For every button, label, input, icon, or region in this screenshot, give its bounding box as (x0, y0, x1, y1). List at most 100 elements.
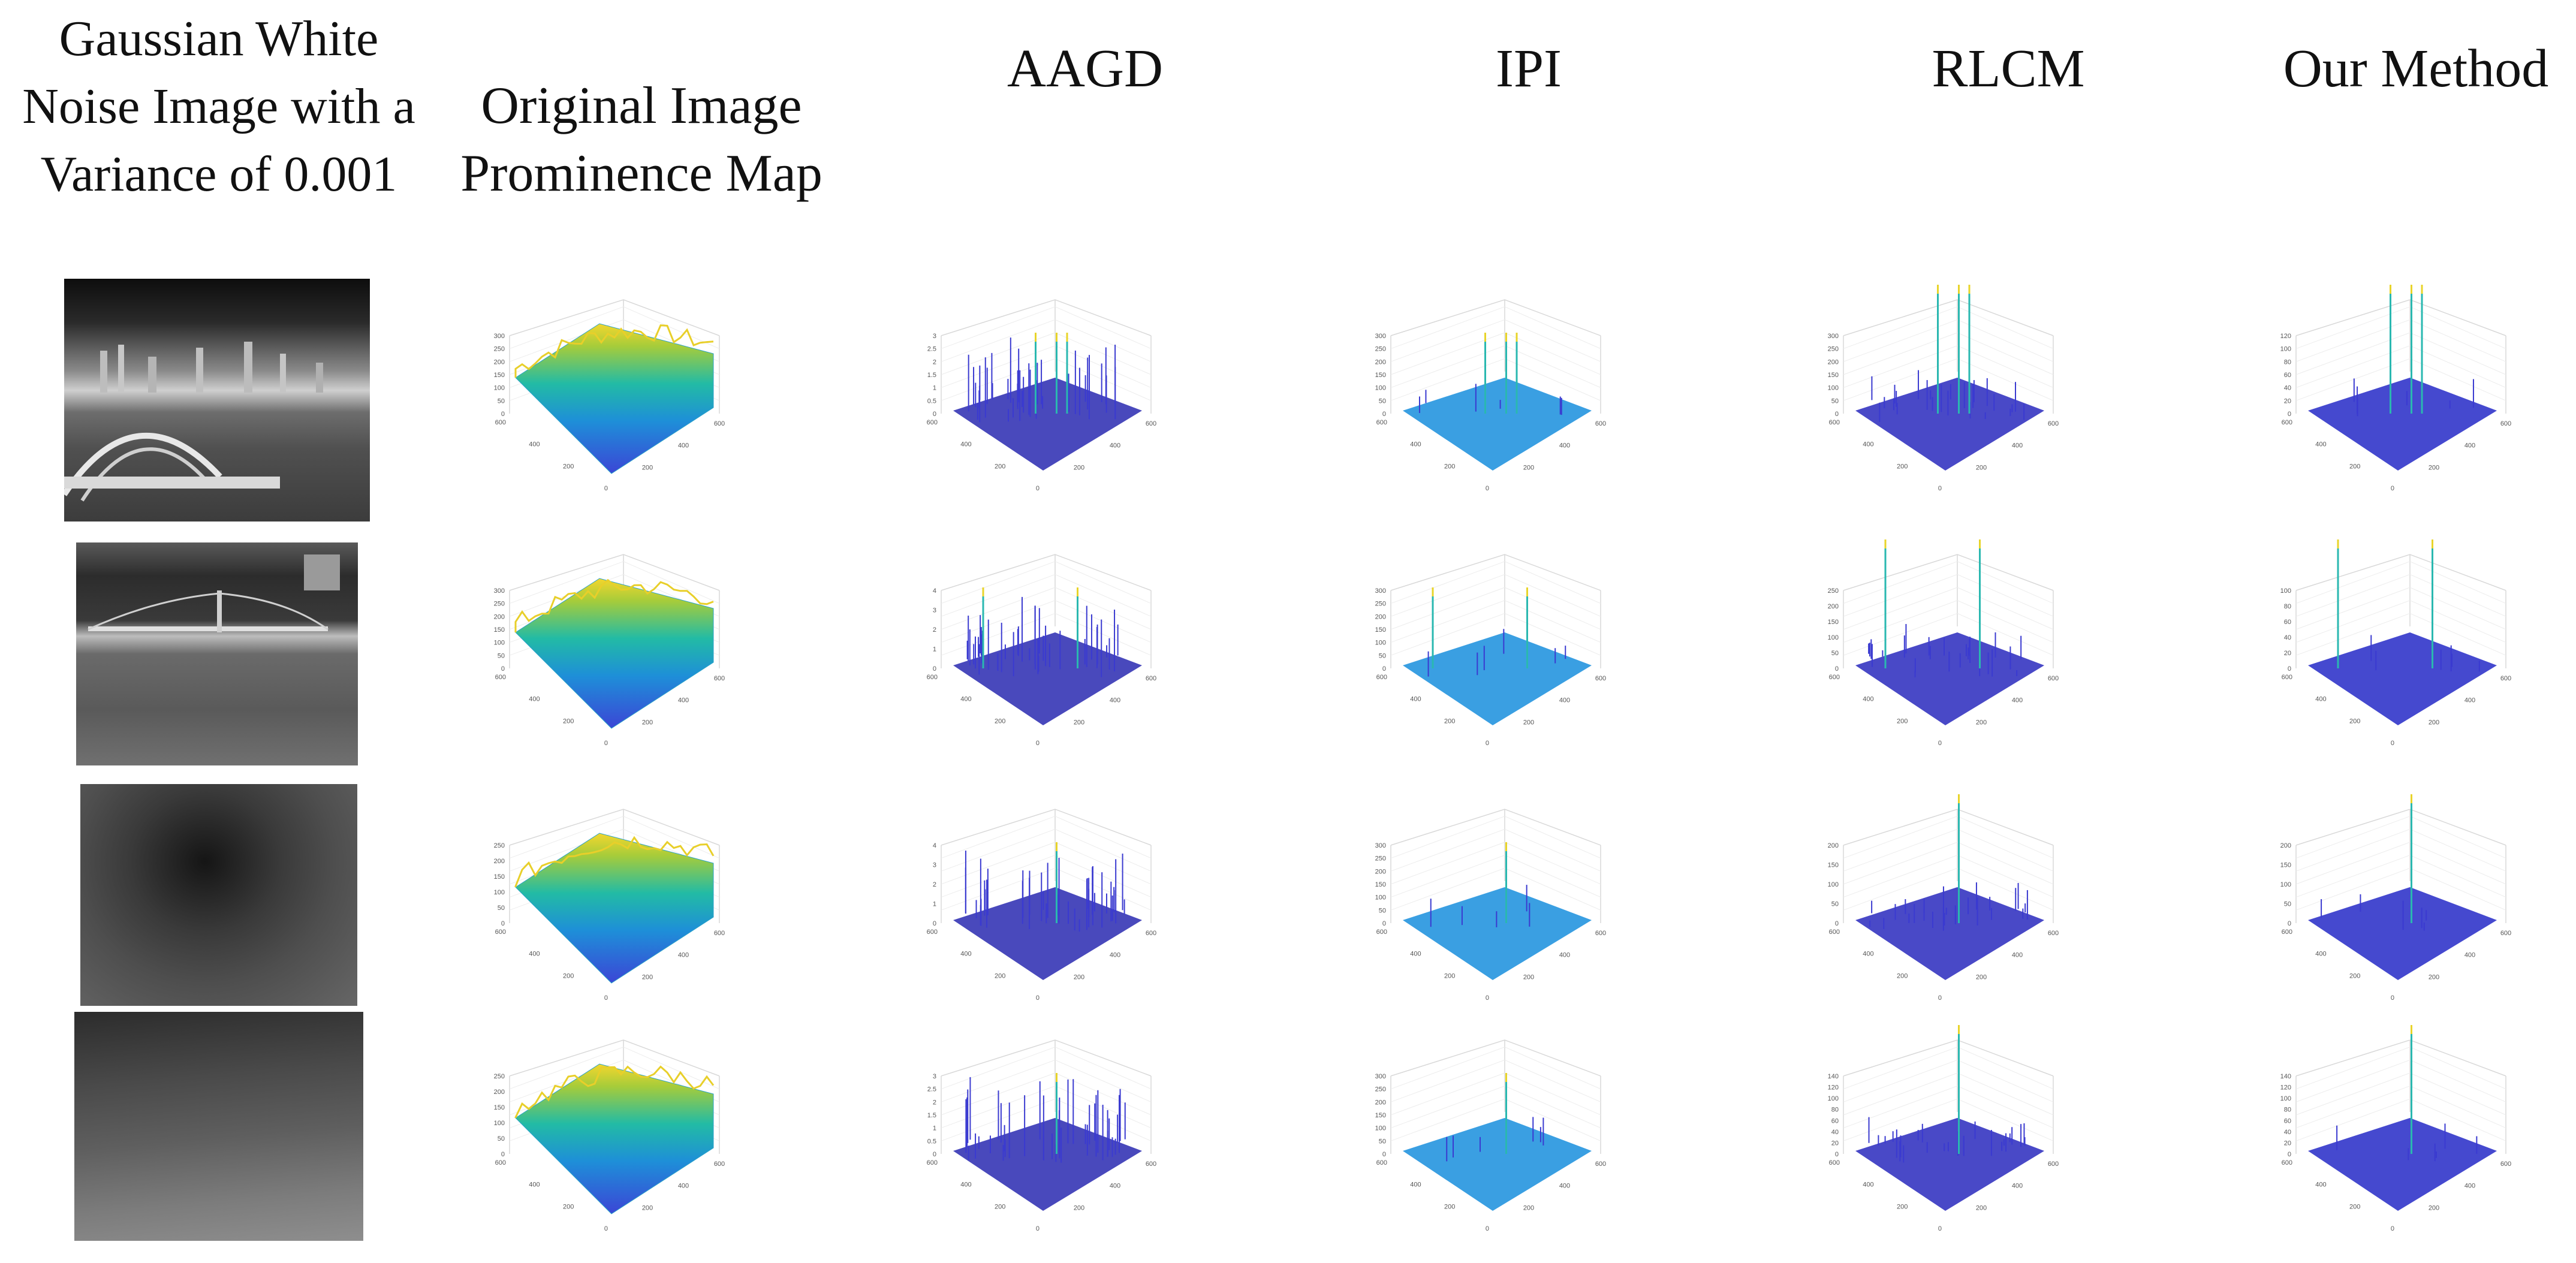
plot-grid-line (1390, 587, 1505, 630)
y-tick-label: 400 (1110, 952, 1120, 959)
plot-grid-line (941, 306, 1056, 349)
plot-r3-aagd: 4 3 2 1 0 600 400 200 0 200 400 600 (927, 809, 1156, 1002)
x-tick-label: 600 (1829, 1159, 1840, 1166)
response-plane (953, 378, 1142, 471)
x-tick-label: 600 (1829, 419, 1840, 426)
x-tick-label: 400 (1410, 1181, 1421, 1189)
x-tick-label: 0 (1938, 485, 1942, 492)
plot-grid-line (2409, 1098, 2506, 1141)
x-tick-label: 600 (1376, 1159, 1387, 1166)
z-tick-label: 140 (2280, 1073, 2291, 1080)
x-tick-label: 600 (2282, 674, 2292, 681)
plot-grid-line (2295, 587, 2411, 630)
z-tick-label: 100 (2280, 346, 2291, 353)
plot-grid-line (2409, 345, 2506, 388)
z-tick-label: 40 (2284, 1129, 2291, 1136)
z-tick-label: 0 (2288, 920, 2291, 927)
plot-grid-line (1843, 345, 1958, 388)
plot-grid-line (1843, 600, 1958, 643)
x-tick-label: 0 (1938, 740, 1942, 747)
response-plane (953, 1118, 1142, 1211)
z-tick-label: 150 (494, 626, 505, 634)
z-tick-label: 300 (1375, 842, 1386, 849)
z-tick-label: 250 (494, 1073, 505, 1080)
surface-ridge (514, 324, 714, 378)
x-tick-label: 200 (563, 972, 574, 979)
x-tick-label: 200 (2349, 1203, 2360, 1210)
plot-grid-line (941, 332, 1056, 375)
plot-grid-line (2409, 816, 2506, 859)
plot-grid-line (1957, 587, 2054, 630)
plot-grid-line (2295, 1072, 2411, 1116)
plot-grid-line (1843, 842, 1958, 885)
plot-grid-line (1957, 574, 2054, 617)
x-tick-label: 200 (2349, 972, 2360, 979)
plot-grid-line (1390, 842, 1505, 885)
header-rlcm: RLCM (1932, 39, 2085, 98)
z-tick-label: 250 (494, 346, 505, 353)
x-tick-label: 400 (960, 441, 971, 448)
x-tick-label: 200 (995, 718, 1005, 725)
z-tick-label: 1.5 (927, 1112, 936, 1119)
x-tick-label: 400 (1410, 441, 1421, 448)
prominence-surface (515, 323, 714, 474)
plot-grid-line (1504, 613, 1601, 656)
x-tick-label: 0 (604, 994, 608, 1002)
z-tick-label: 300 (1828, 333, 1839, 340)
plot-grid-line (1843, 828, 1958, 872)
plot-r3-ipi: 300 250 200 150 100 50 0 600 400 200 0 200 400 600 (1375, 809, 1606, 1002)
plot-grid-line (2409, 600, 2506, 643)
plot-grid-line (1504, 306, 1601, 349)
response-plane (1855, 632, 2044, 725)
plot-grid-line (1843, 574, 1958, 617)
y-tick-label: 400 (1559, 697, 1570, 704)
plot-grid-line (941, 842, 1056, 885)
plot-grid-line (1504, 587, 1601, 630)
z-tick-label: 100 (1375, 1125, 1386, 1132)
x-tick-label: 600 (2282, 419, 2292, 426)
plot-grid-line (2409, 867, 2506, 911)
plot-grid-line (1390, 1086, 1505, 1129)
plot-grid-line (1504, 1098, 1601, 1141)
plot-grid-line (509, 1047, 624, 1090)
y-tick-label: 400 (2012, 952, 2023, 959)
plot-grid-line (1843, 306, 1958, 349)
x-tick-label: 200 (1444, 972, 1455, 979)
z-tick-label: 0 (1835, 665, 1839, 673)
plot-grid-line (2409, 613, 2506, 656)
response-plane (2308, 887, 2497, 980)
z-tick-label: 250 (494, 601, 505, 608)
plot-grid-line (2295, 600, 2411, 643)
z-tick-label: 0 (1382, 1151, 1386, 1158)
z-tick-label: 100 (1828, 385, 1839, 392)
y-tick-label: 600 (714, 675, 725, 682)
plot-grid-line (1390, 613, 1505, 656)
y-tick-label: 400 (1110, 697, 1120, 704)
x-tick-label: 400 (960, 951, 971, 958)
x-tick-label: 400 (2315, 951, 2326, 958)
plot-grid-line (1504, 345, 1601, 388)
plot-grid-line (1054, 345, 1152, 388)
z-tick-label: 0 (501, 920, 505, 927)
x-tick-label: 600 (495, 419, 506, 426)
y-tick-label: 200 (1074, 973, 1084, 981)
y-tick-label: 200 (1976, 973, 1987, 981)
plot-r3-ours: 200 150 100 50 0 600 400 200 0 200 400 600 (2280, 794, 2511, 1002)
z-tick-label: 40 (2284, 385, 2291, 392)
surface-ridge (514, 836, 715, 887)
plot-grid-line (1957, 600, 2054, 643)
z-tick-label: 3 (933, 333, 936, 340)
z-tick-label: 20 (1831, 1140, 1839, 1147)
z-tick-label: 300 (1375, 1073, 1386, 1080)
z-tick-label: 50 (498, 397, 505, 405)
plot-grid-line (1054, 1059, 1152, 1102)
x-tick-label: 400 (2315, 441, 2326, 448)
surface-ridge (514, 1065, 715, 1118)
z-tick-label: 0 (933, 411, 936, 418)
plot-grid-line (941, 600, 1056, 643)
z-tick-label: 150 (1375, 881, 1386, 888)
